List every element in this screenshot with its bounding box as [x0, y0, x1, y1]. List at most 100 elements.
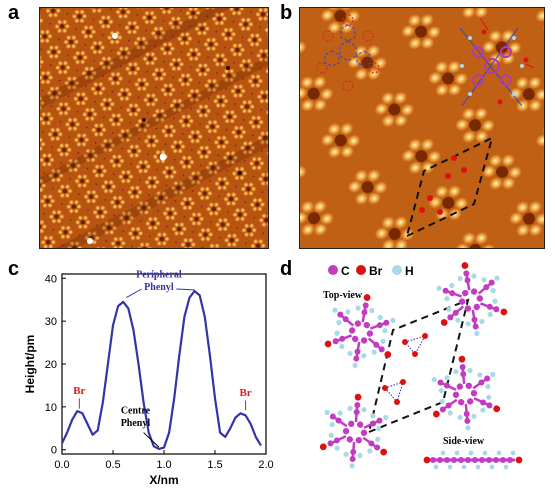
carbon-atom	[378, 346, 385, 353]
carbon-atom	[353, 355, 360, 362]
carbon-atom	[464, 305, 472, 312]
annotation-centre-line2: Phenyl	[121, 418, 151, 429]
bromine-atom	[432, 410, 440, 418]
hydrogen-atom	[490, 371, 496, 378]
carbon-atom	[463, 270, 470, 277]
molecule	[324, 294, 396, 369]
x-tick-label: 1.0	[156, 459, 171, 471]
side-view-molecule	[423, 450, 523, 470]
bromine-atom	[354, 393, 362, 401]
side-hydrogen-atom	[468, 450, 474, 456]
molecule-group	[319, 262, 508, 469]
carbon-atom	[486, 303, 493, 310]
br-markers	[316, 14, 380, 92]
side-carbon-atom	[479, 457, 485, 463]
side-carbon-atom	[486, 457, 492, 463]
molecule	[436, 262, 508, 337]
hydrogen-atom	[444, 375, 450, 381]
adsorbate-spot	[159, 153, 167, 161]
carbon-atom	[452, 309, 459, 316]
carbon-atom	[368, 440, 375, 447]
molecule-model-right	[459, 17, 535, 107]
hydrogen-atom	[474, 330, 480, 337]
panel-d-label: d	[280, 258, 293, 280]
hydrogen-atom	[357, 452, 363, 459]
hydrogen-atom	[446, 306, 452, 312]
stm-zoom-svg	[300, 8, 544, 248]
annotation-br-left: Br	[73, 385, 85, 397]
hydrogen-atom	[375, 436, 381, 443]
annotation-arrow-left	[126, 288, 142, 299]
carbon-atom	[363, 321, 370, 329]
side-hydrogen-atom	[461, 464, 467, 470]
carbon-atom	[449, 290, 456, 297]
bromine-atom	[363, 294, 371, 301]
hydrogen-atom	[438, 388, 444, 394]
carbon-atom	[370, 420, 377, 427]
carbon-atom	[329, 413, 336, 420]
side-carbon-atom	[465, 457, 471, 463]
hydrogen-atom	[457, 414, 463, 421]
carbon-atom	[354, 320, 362, 327]
carbon-atom	[452, 391, 460, 398]
halogen-bond-br-atoms	[382, 333, 428, 405]
model-unit-cell	[367, 298, 470, 434]
y-tick-label: 0	[51, 445, 57, 457]
side-hydrogen-atom	[489, 464, 495, 470]
carbon-atom	[442, 287, 449, 294]
hydrogen-atom	[444, 296, 450, 302]
carbon-atom	[464, 417, 471, 424]
hydrogen-atom	[486, 394, 492, 400]
side-carbon-atom	[507, 457, 513, 463]
hydrogen-atom	[324, 409, 330, 416]
hydrogen-atom	[352, 362, 358, 369]
x-tick-label: 1.5	[207, 459, 222, 471]
carbon-atom	[366, 330, 374, 337]
y-tick-label: 30	[45, 316, 57, 328]
hydrogen-atom	[471, 413, 477, 419]
carbon-atom	[376, 417, 383, 424]
hydrogen-legend-label: H	[405, 264, 414, 278]
hydrogen-atom	[367, 448, 373, 454]
carbon-atom	[335, 417, 342, 424]
carbon-atom	[348, 327, 356, 334]
annotation-centre-arrow	[143, 432, 160, 448]
bromine-atom	[319, 443, 327, 451]
side-bromine-atom	[423, 456, 431, 464]
x-tick-label: 0.0	[54, 459, 69, 471]
side-carbon-atom	[458, 457, 464, 463]
y-tick-label: 20	[45, 359, 57, 371]
carbon-atom	[471, 316, 478, 323]
carbon-atom	[488, 279, 495, 286]
carbon-atom	[437, 379, 444, 386]
height-profile-chart: 0.0 0.5 1.0 1.5 2.0 0 10 20 30 40 X/nm Height/pm Per…	[23, 269, 274, 487]
side-carbon-atom	[472, 457, 478, 463]
y-tick-label: 10	[45, 402, 57, 414]
side-carbon-atom	[451, 457, 457, 463]
molecule	[431, 355, 501, 431]
carbon-atom	[456, 383, 464, 390]
carbon-atom	[376, 322, 383, 329]
side-hydrogen-atom	[510, 450, 516, 456]
unit-cell-outline	[405, 136, 494, 238]
carbon-atom	[463, 410, 470, 417]
hydrogen-atom	[436, 285, 442, 291]
carbon-atom	[352, 335, 359, 343]
hydrogen-atom	[355, 305, 361, 311]
panel-b-label: b	[280, 2, 293, 24]
carbon-atom	[373, 341, 380, 348]
plot-frame	[61, 273, 267, 455]
carbon-legend-label: C	[341, 264, 350, 278]
hydrogen-atom	[485, 383, 491, 390]
hydrogen-atom	[447, 410, 453, 416]
hydrogen-legend-icon	[392, 265, 402, 275]
panel-c-label: c	[8, 258, 20, 280]
carbon-atom	[480, 399, 487, 406]
hydrogen-atom	[479, 318, 485, 325]
adsorbate-spot	[87, 238, 93, 244]
carbon-atom	[337, 311, 344, 318]
carbon-atom	[355, 436, 363, 444]
hydrogen-atom	[455, 317, 461, 323]
hydrogen-atom	[457, 275, 463, 282]
bromine-atom	[380, 448, 388, 456]
